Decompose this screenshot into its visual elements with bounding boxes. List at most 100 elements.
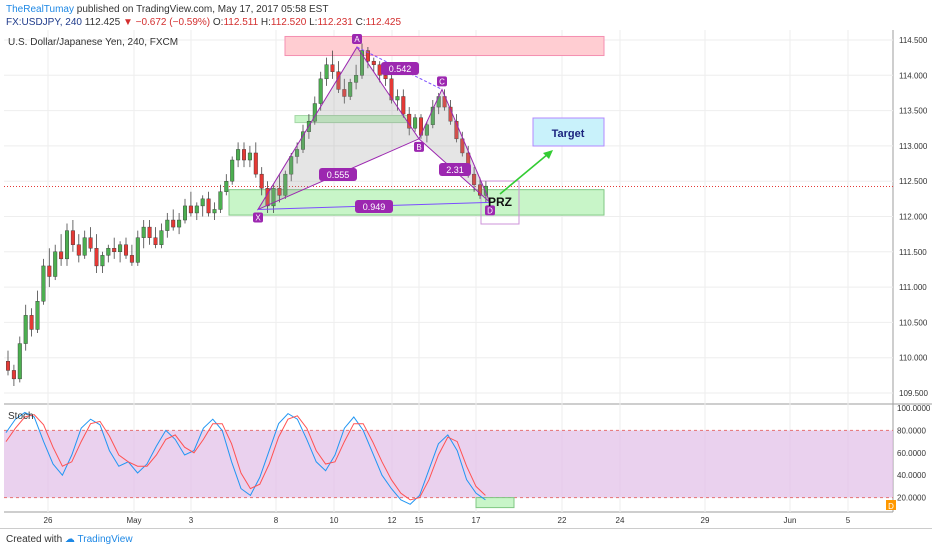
candle-body — [283, 173, 288, 196]
stochastic-indicator — [4, 411, 893, 509]
publish-info: TheRealTumay published on TradingView.co… — [6, 4, 328, 15]
candle-body — [472, 173, 477, 185]
candle-body — [200, 198, 205, 207]
x-tick-label: 22 — [558, 516, 567, 525]
candle-body — [330, 64, 335, 72]
point-marker — [437, 76, 447, 87]
candle-body — [460, 138, 465, 154]
grid — [4, 30, 893, 512]
x-tick-label: 24 — [616, 516, 625, 525]
point-label: C — [439, 77, 445, 86]
point-marker — [253, 212, 263, 223]
candle-body — [123, 244, 128, 256]
ratio-xd-bg — [355, 200, 393, 213]
harmonic-pattern: X A B C D 0.555 0.542 2.31 0.949 — [253, 34, 495, 223]
stoch-line-k — [5, 411, 486, 505]
point-marker — [485, 205, 495, 216]
x-tick-label: 17 — [472, 516, 481, 525]
candle-body — [395, 96, 400, 101]
candle-body — [295, 149, 300, 157]
x-tick-label: 29 — [701, 516, 710, 525]
low-value: 112.231 — [317, 17, 353, 28]
candle-body — [171, 219, 176, 228]
y-tick-label: 112.000 — [899, 213, 928, 222]
author-link[interactable]: TheRealTumay — [6, 4, 74, 15]
ohlc-line: FX:USDJPY, 240 112.425 ▼ −0.672 (−0.59%)… — [6, 17, 401, 28]
candle-body — [47, 265, 52, 277]
target-arrowhead — [543, 150, 553, 159]
candle-body — [64, 230, 69, 260]
candle-body — [360, 50, 365, 76]
candle-body — [348, 82, 353, 97]
footer: Created with ☁ TradingView — [0, 528, 932, 551]
candle-body — [324, 64, 329, 80]
x-tick-label: 26 — [44, 516, 53, 525]
stoch-tick-label: 60.0000 — [897, 449, 926, 458]
symbol-label: FX:USDJPY, 240 — [6, 17, 82, 28]
candle-body — [153, 237, 158, 245]
candle-body — [5, 361, 10, 371]
x-tick-label: 3 — [189, 516, 194, 525]
candle-body — [318, 78, 323, 104]
stoch-tick-label: 20.0000 — [897, 494, 926, 503]
ratio-ac-bg — [381, 62, 419, 75]
high-value: 112.520 — [270, 17, 307, 28]
candle-body — [182, 205, 187, 221]
target-arrow — [499, 153, 549, 195]
candle-body — [383, 75, 388, 80]
candle-body — [118, 244, 123, 253]
point-label: B — [416, 143, 421, 152]
candle-body — [224, 180, 229, 192]
y-tick-label: 114.500 — [899, 36, 928, 45]
y-tick-label: 111.500 — [899, 248, 927, 257]
candle-body — [29, 315, 34, 330]
candle-body — [112, 248, 117, 253]
candle-body — [129, 255, 134, 263]
y-tick-label: 110.500 — [899, 318, 928, 327]
zones — [228, 35, 605, 225]
created-with-text: Created with — [6, 534, 63, 545]
point-marker — [414, 141, 424, 152]
candle-body — [218, 191, 223, 210]
x-tick-label: 12 — [388, 516, 397, 525]
candle-body — [430, 106, 435, 125]
last-price: 112.425 — [84, 17, 121, 28]
ratio-bd: 2.31 — [446, 165, 464, 175]
candle-body — [454, 120, 459, 140]
resistance-zone — [284, 35, 605, 57]
open-label: O: — [212, 17, 224, 28]
tradingview-logo-icon: ☁ — [64, 534, 75, 545]
stoch-tick-label: 100.0000 — [897, 404, 931, 413]
target-box — [532, 117, 605, 147]
candle-body — [212, 209, 217, 214]
y-tick-label: 113.500 — [899, 107, 928, 116]
candle-body — [271, 188, 276, 207]
candle-body — [247, 152, 252, 161]
candle-body — [371, 60, 376, 65]
stoch-tick-label: 80.0000 — [897, 426, 926, 435]
candle-body — [289, 156, 294, 175]
point-marker — [352, 34, 362, 45]
change-arrow: ▼ — [122, 17, 133, 28]
x-tick-label: 15 — [415, 516, 424, 525]
axes: 114.500 114.000 113.500 113.000 112.500 112.0… — [44, 36, 931, 525]
point-label: X — [255, 213, 261, 222]
tradingview-brand-link[interactable]: TradingView — [77, 534, 133, 545]
candle-body — [88, 237, 93, 249]
candle-body — [135, 237, 140, 263]
y-tick-label: 113.000 — [899, 142, 928, 151]
ratio-xd: 0.949 — [363, 202, 386, 212]
stoch-tick-label: 40.0000 — [897, 471, 926, 480]
candle-body — [365, 50, 370, 62]
candle-body — [230, 159, 235, 182]
candle-body — [53, 251, 58, 277]
candle-body — [354, 75, 359, 83]
y-tick-label: 110.000 — [899, 354, 928, 363]
candle-body — [413, 117, 418, 129]
candle-body — [401, 96, 406, 115]
indicator-marker — [886, 500, 896, 510]
candle-body — [483, 185, 488, 196]
x-tick-label: 5 — [846, 516, 851, 525]
candle-body — [241, 149, 246, 161]
